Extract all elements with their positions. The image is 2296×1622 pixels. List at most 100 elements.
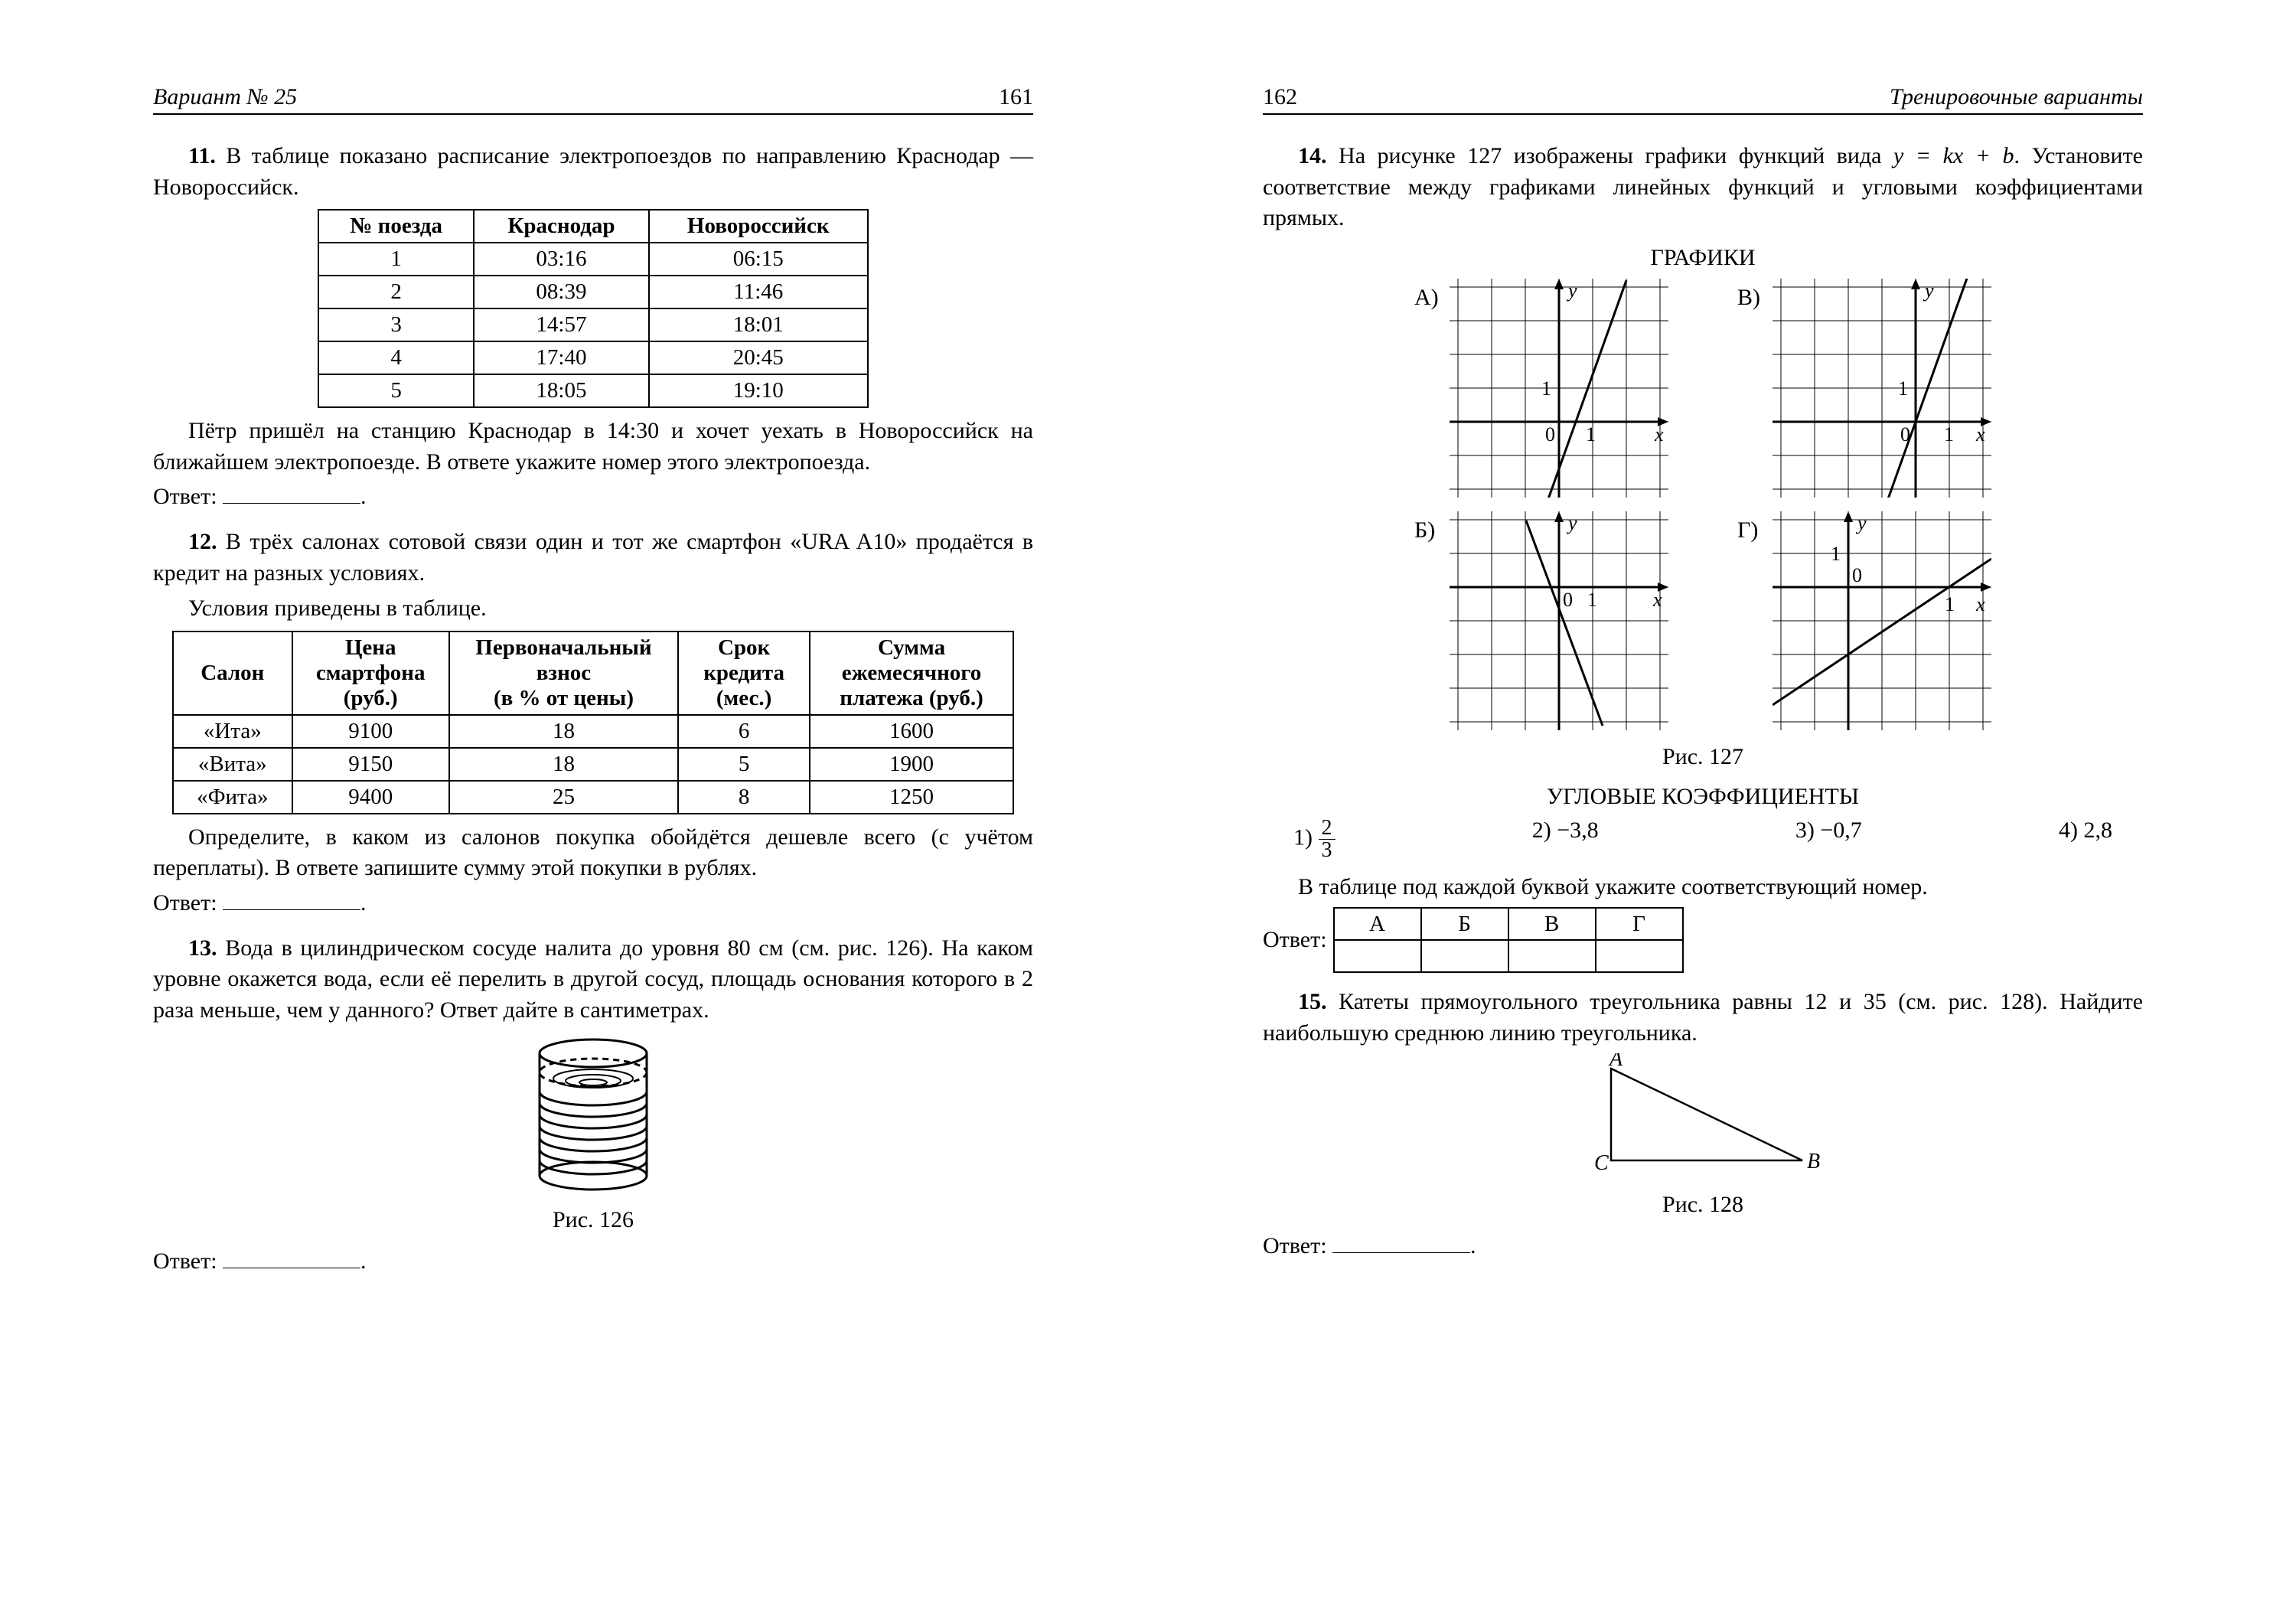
td: 25 — [449, 781, 678, 814]
answer-cell[interactable] — [1508, 940, 1596, 972]
problem-14-note: В таблице под каждой буквой укажите соот… — [1263, 872, 2143, 903]
answer-label: Ответ: — [1263, 1233, 1327, 1258]
td: «Фита» — [173, 781, 292, 814]
problem-13-figure — [153, 1030, 1033, 1203]
svg-text:x: x — [1975, 593, 1985, 615]
running-header-left: Вариант № 25 161 — [153, 84, 1033, 115]
svg-text:1: 1 — [1898, 377, 1908, 400]
problem-11-number: 11. — [188, 143, 216, 168]
td: 11:46 — [649, 276, 868, 308]
graph-A-svg: x y 0 1 1 — [1450, 279, 1668, 498]
problem-13-text: 13. Вода в цилиндрическом сосуде налита … — [153, 933, 1033, 1026]
problem-12-intro: В трёх салонах сотовой связи один и тот … — [153, 529, 1033, 586]
problem-13-number: 13. — [188, 935, 217, 961]
coefficients-row: 1) 23 2) −3,8 3) −0,7 4) 2,8 — [1293, 818, 2112, 861]
svg-text:x: x — [1654, 423, 1664, 445]
td: 6 — [678, 715, 810, 748]
th: Новороссийск — [649, 210, 868, 243]
td: Г — [1596, 908, 1683, 940]
problem-14-formula: y = kx + b — [1893, 143, 2014, 168]
svg-text:1: 1 — [1541, 377, 1551, 400]
th: Сроккредита(мес.) — [678, 632, 810, 715]
coef-title: УГЛОВЫЕ КОЭФФИЦИЕНТЫ — [1263, 784, 2143, 810]
graph-label-B: Б) — [1414, 517, 1443, 543]
td: 18:01 — [649, 308, 868, 341]
problem-11-table: № поезда Краснодар Новороссийск 103:1606… — [318, 209, 869, 408]
table-row: «Ита»91001861600 — [173, 715, 1013, 748]
page-right: 162 Тренировочные варианты 14. На рисунк… — [1148, 0, 2296, 1622]
svg-text:1: 1 — [1945, 593, 1955, 615]
coef-2: 2) −3,8 — [1532, 818, 1599, 861]
problem-15-answer: Ответ: . — [1263, 1232, 2143, 1259]
answer-blank[interactable] — [1332, 1232, 1470, 1253]
svg-text:y: y — [1566, 512, 1577, 534]
problem-13-body: Вода в цилиндрическом сосуде налита до у… — [153, 935, 1033, 1023]
td: 8 — [678, 781, 810, 814]
svg-text:0: 0 — [1852, 564, 1862, 586]
problem-11-question: Пётр пришёл на станцию Краснодар в 14:30… — [153, 416, 1033, 478]
problem-14-answer-row: Ответ: А Б В Г — [1263, 907, 2143, 973]
graph-row-1: А) x y 0 1 1 — [1263, 279, 2143, 498]
cylinder-icon — [517, 1030, 670, 1199]
graph-B-svg: x y 0 1 — [1450, 511, 1668, 730]
vertex-A: A — [1608, 1053, 1623, 1071]
td: 5 — [678, 748, 810, 781]
table-row: № поезда Краснодар Новороссийск — [318, 210, 868, 243]
answer-label: Ответ: — [153, 484, 217, 509]
svg-text:y: y — [1855, 512, 1867, 534]
td: 18 — [449, 715, 678, 748]
problem-15-figure: A B C — [1263, 1053, 2143, 1187]
td: 18:05 — [474, 374, 648, 407]
th: № поезда — [318, 210, 474, 243]
td: 17:40 — [474, 341, 648, 374]
td: 08:39 — [474, 276, 648, 308]
td: 9100 — [292, 715, 449, 748]
table-row: «Фита»94002581250 — [173, 781, 1013, 814]
td: 1900 — [810, 748, 1013, 781]
td: «Ита» — [173, 715, 292, 748]
td: 3 — [318, 308, 474, 341]
vertex-B: B — [1807, 1150, 1820, 1173]
problem-15-text: 15. Катеты прямоугольного треугольника р… — [1263, 987, 2143, 1049]
table-row: «Вита»91501851900 — [173, 748, 1013, 781]
td: 06:15 — [649, 243, 868, 276]
page-left: Вариант № 25 161 11. В таблице показано … — [0, 0, 1148, 1622]
table-row: Салон Ценасмартфона(руб.) Первоначальный… — [173, 632, 1013, 715]
td: В — [1508, 908, 1596, 940]
problem-14-text: 14. На рисунке 127 изображены графики фу… — [1263, 141, 2143, 234]
th: Салон — [173, 632, 292, 715]
td: 5 — [318, 374, 474, 407]
graph-A: А) x y 0 1 1 — [1414, 279, 1668, 498]
svg-text:x: x — [1975, 423, 1985, 445]
table-row: 314:5718:01 — [318, 308, 868, 341]
th: Первоначальныйвзнос(в % от цены) — [449, 632, 678, 715]
problem-15-body: Катеты прямоугольного треугольника равны… — [1263, 989, 2143, 1046]
svg-text:0: 0 — [1545, 423, 1555, 445]
answer-cell[interactable] — [1596, 940, 1683, 972]
problem-12-table: Салон Ценасмартфона(руб.) Первоначальный… — [172, 631, 1014, 814]
header-section: Тренировочные варианты — [1890, 84, 2143, 110]
answer-cell[interactable] — [1421, 940, 1508, 972]
th: Суммаежемесячногоплатежа (руб.) — [810, 632, 1013, 715]
td: 9150 — [292, 748, 449, 781]
problem-11-intro: В таблице показано расписание электропое… — [153, 143, 1033, 200]
answer-blank[interactable] — [223, 1247, 360, 1268]
answer-blank[interactable] — [223, 482, 360, 504]
header-variant: Вариант № 25 — [153, 84, 297, 110]
problem-11-answer: Ответ: . — [153, 482, 1033, 510]
graph-row-2: Б) x y 0 1 — [1263, 511, 2143, 730]
svg-text:1: 1 — [1586, 423, 1596, 445]
td: Б — [1421, 908, 1508, 940]
problem-12-conditions: Условия приведены в таблице. — [153, 593, 1033, 625]
page-spread: Вариант № 25 161 11. В таблице показано … — [0, 0, 2296, 1622]
graphs-title: ГРАФИКИ — [1263, 245, 2143, 271]
td: 20:45 — [649, 341, 868, 374]
triangle-icon: A B C — [1573, 1053, 1833, 1183]
answer-blank[interactable] — [223, 889, 360, 910]
table-row: 518:0519:10 — [318, 374, 868, 407]
answer-cell[interactable] — [1334, 940, 1421, 972]
td: 9400 — [292, 781, 449, 814]
answer-label: Ответ: — [153, 1248, 217, 1274]
svg-text:0: 0 — [1563, 589, 1573, 611]
td: 19:10 — [649, 374, 868, 407]
